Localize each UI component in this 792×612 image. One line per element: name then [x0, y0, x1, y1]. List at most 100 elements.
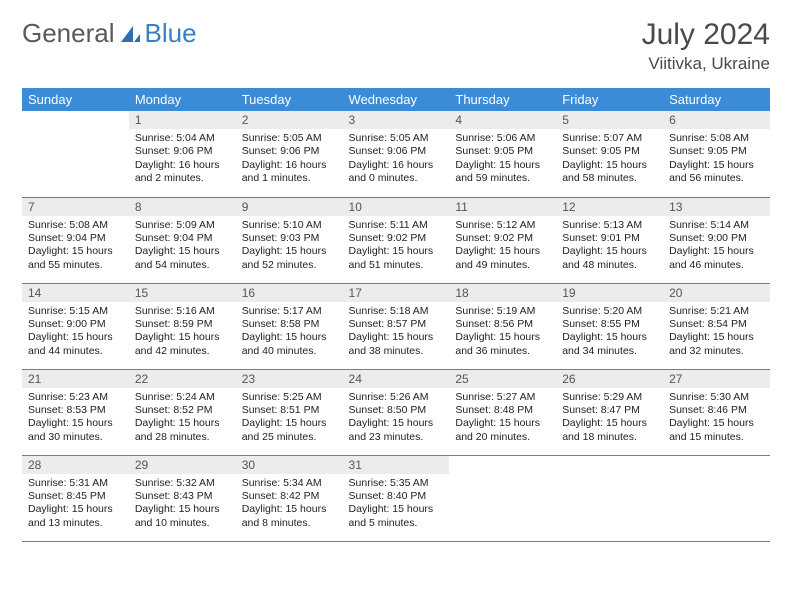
sunrise-text: Sunrise: 5:13 AM [562, 219, 657, 232]
sunrise-text: Sunrise: 5:15 AM [28, 305, 123, 318]
calendar-cell: 9Sunrise: 5:10 AMSunset: 9:03 PMDaylight… [236, 197, 343, 283]
calendar-cell: 19Sunrise: 5:20 AMSunset: 8:55 PMDayligh… [556, 283, 663, 369]
day-number: 6 [663, 111, 770, 129]
daylight-line1: Daylight: 15 hours [28, 503, 123, 516]
sunrise-text: Sunrise: 5:34 AM [242, 477, 337, 490]
daylight-line2: and 51 minutes. [349, 259, 444, 272]
calendar-cell: 16Sunrise: 5:17 AMSunset: 8:58 PMDayligh… [236, 283, 343, 369]
sunset-text: Sunset: 9:04 PM [28, 232, 123, 245]
daylight-line1: Daylight: 15 hours [242, 245, 337, 258]
daylight-line2: and 36 minutes. [455, 345, 550, 358]
day-number: 22 [129, 370, 236, 388]
day-details: Sunrise: 5:31 AMSunset: 8:45 PMDaylight:… [22, 474, 129, 536]
sunrise-text: Sunrise: 5:06 AM [455, 132, 550, 145]
day-details: Sunrise: 5:30 AMSunset: 8:46 PMDaylight:… [663, 388, 770, 450]
day-number: 3 [343, 111, 450, 129]
daylight-line2: and 52 minutes. [242, 259, 337, 272]
day-number: 16 [236, 284, 343, 302]
sunset-text: Sunset: 8:48 PM [455, 404, 550, 417]
calendar-week-row: 14Sunrise: 5:15 AMSunset: 9:00 PMDayligh… [22, 283, 770, 369]
calendar-week-row: .1Sunrise: 5:04 AMSunset: 9:06 PMDayligh… [22, 111, 770, 197]
calendar-cell: 4Sunrise: 5:06 AMSunset: 9:05 PMDaylight… [449, 111, 556, 197]
daylight-line1: Daylight: 15 hours [669, 245, 764, 258]
day-number: 12 [556, 198, 663, 216]
daylight-line1: Daylight: 15 hours [28, 245, 123, 258]
sunset-text: Sunset: 8:40 PM [349, 490, 444, 503]
day-details: Sunrise: 5:09 AMSunset: 9:04 PMDaylight:… [129, 216, 236, 278]
calendar-cell: 15Sunrise: 5:16 AMSunset: 8:59 PMDayligh… [129, 283, 236, 369]
sunset-text: Sunset: 8:55 PM [562, 318, 657, 331]
daylight-line1: Daylight: 15 hours [242, 503, 337, 516]
day-details: Sunrise: 5:21 AMSunset: 8:54 PMDaylight:… [663, 302, 770, 364]
calendar-cell: 24Sunrise: 5:26 AMSunset: 8:50 PMDayligh… [343, 369, 450, 455]
day-details: Sunrise: 5:18 AMSunset: 8:57 PMDaylight:… [343, 302, 450, 364]
daylight-line1: Daylight: 15 hours [669, 331, 764, 344]
daylight-line1: Daylight: 15 hours [562, 331, 657, 344]
day-number: 15 [129, 284, 236, 302]
day-number: 24 [343, 370, 450, 388]
sunset-text: Sunset: 8:43 PM [135, 490, 230, 503]
calendar-cell: 22Sunrise: 5:24 AMSunset: 8:52 PMDayligh… [129, 369, 236, 455]
sunset-text: Sunset: 9:01 PM [562, 232, 657, 245]
daylight-line2: and 54 minutes. [135, 259, 230, 272]
day-number: 19 [556, 284, 663, 302]
day-number: 17 [343, 284, 450, 302]
day-number: 28 [22, 456, 129, 474]
calendar-week-row: 21Sunrise: 5:23 AMSunset: 8:53 PMDayligh… [22, 369, 770, 455]
calendar-cell-empty: . [449, 455, 556, 541]
day-number: 8 [129, 198, 236, 216]
daylight-line2: and 23 minutes. [349, 431, 444, 444]
calendar-week-row: 28Sunrise: 5:31 AMSunset: 8:45 PMDayligh… [22, 455, 770, 541]
daylight-line2: and 46 minutes. [669, 259, 764, 272]
calendar-header-row: SundayMondayTuesdayWednesdayThursdayFrid… [22, 88, 770, 111]
sunset-text: Sunset: 9:02 PM [455, 232, 550, 245]
day-number: 11 [449, 198, 556, 216]
day-details: Sunrise: 5:19 AMSunset: 8:56 PMDaylight:… [449, 302, 556, 364]
calendar-cell: 14Sunrise: 5:15 AMSunset: 9:00 PMDayligh… [22, 283, 129, 369]
calendar-cell: 8Sunrise: 5:09 AMSunset: 9:04 PMDaylight… [129, 197, 236, 283]
sunset-text: Sunset: 8:45 PM [28, 490, 123, 503]
day-number: 25 [449, 370, 556, 388]
day-details: Sunrise: 5:34 AMSunset: 8:42 PMDaylight:… [236, 474, 343, 536]
day-details: Sunrise: 5:20 AMSunset: 8:55 PMDaylight:… [556, 302, 663, 364]
daylight-line2: and 13 minutes. [28, 517, 123, 530]
sunrise-text: Sunrise: 5:16 AM [135, 305, 230, 318]
sunset-text: Sunset: 8:59 PM [135, 318, 230, 331]
sunset-text: Sunset: 8:52 PM [135, 404, 230, 417]
daylight-line2: and 25 minutes. [242, 431, 337, 444]
day-details: Sunrise: 5:12 AMSunset: 9:02 PMDaylight:… [449, 216, 556, 278]
daylight-line1: Daylight: 15 hours [135, 245, 230, 258]
calendar-cell: 25Sunrise: 5:27 AMSunset: 8:48 PMDayligh… [449, 369, 556, 455]
daylight-line1: Daylight: 15 hours [349, 503, 444, 516]
sunrise-text: Sunrise: 5:25 AM [242, 391, 337, 404]
sunrise-text: Sunrise: 5:29 AM [562, 391, 657, 404]
daylight-line1: Daylight: 15 hours [135, 503, 230, 516]
day-number: 31 [343, 456, 450, 474]
sunset-text: Sunset: 9:06 PM [242, 145, 337, 158]
sunrise-text: Sunrise: 5:11 AM [349, 219, 444, 232]
daylight-line1: Daylight: 15 hours [135, 417, 230, 430]
day-number: 27 [663, 370, 770, 388]
daylight-line1: Daylight: 15 hours [455, 245, 550, 258]
calendar-cell-empty: . [663, 455, 770, 541]
weekday-header: Thursday [449, 88, 556, 111]
day-details: Sunrise: 5:11 AMSunset: 9:02 PMDaylight:… [343, 216, 450, 278]
month-year: July 2024 [642, 18, 770, 52]
day-number: 21 [22, 370, 129, 388]
daylight-line2: and 2 minutes. [135, 172, 230, 185]
sunset-text: Sunset: 9:02 PM [349, 232, 444, 245]
sunset-text: Sunset: 9:00 PM [28, 318, 123, 331]
daylight-line1: Daylight: 16 hours [242, 159, 337, 172]
calendar-cell: 7Sunrise: 5:08 AMSunset: 9:04 PMDaylight… [22, 197, 129, 283]
sunset-text: Sunset: 9:03 PM [242, 232, 337, 245]
sunset-text: Sunset: 8:54 PM [669, 318, 764, 331]
weekday-header: Monday [129, 88, 236, 111]
daylight-line1: Daylight: 15 hours [455, 159, 550, 172]
sunrise-text: Sunrise: 5:19 AM [455, 305, 550, 318]
sunrise-text: Sunrise: 5:08 AM [28, 219, 123, 232]
day-number: 30 [236, 456, 343, 474]
sunset-text: Sunset: 9:00 PM [669, 232, 764, 245]
daylight-line2: and 40 minutes. [242, 345, 337, 358]
day-details: Sunrise: 5:29 AMSunset: 8:47 PMDaylight:… [556, 388, 663, 450]
daylight-line2: and 18 minutes. [562, 431, 657, 444]
